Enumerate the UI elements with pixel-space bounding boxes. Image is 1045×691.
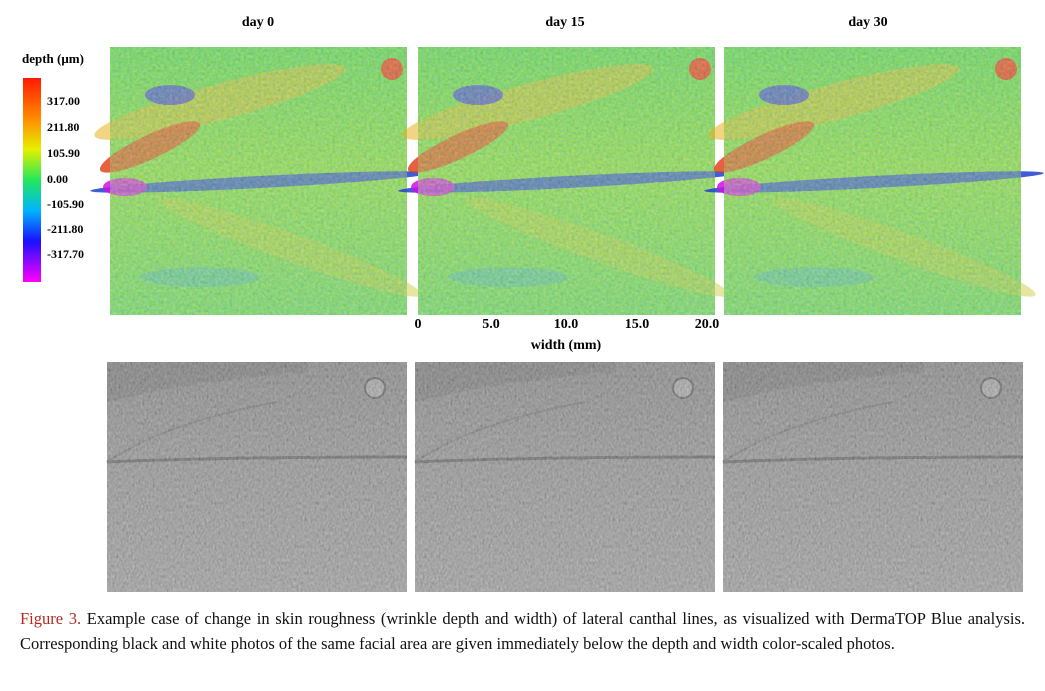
- x-axis-label: width (mm): [530, 338, 602, 353]
- depth-map-day30: [704, 47, 1044, 315]
- photo-day30: [723, 362, 1023, 592]
- caption: Figure 3. Example case of change in skin…: [20, 607, 1025, 656]
- colorbar-tick: -211.80: [47, 222, 84, 236]
- panel-title: day 0: [241, 15, 275, 30]
- x-tick-label: 5.0: [482, 317, 500, 332]
- colorbar-tick: 0.00: [47, 172, 68, 186]
- colorbar-tick: 317.00: [47, 94, 80, 108]
- colorbar-tick: -317.70: [47, 247, 84, 261]
- x-tick-label: 15.0: [624, 317, 650, 332]
- colorbar-label: depth (μm): [22, 51, 84, 66]
- panel-title: day 30: [848, 15, 888, 30]
- x-tick-label: 0: [414, 317, 422, 332]
- x-tick-label: 10.0: [553, 317, 579, 332]
- photo-day0: [107, 362, 407, 592]
- colorbar-tick: 211.80: [47, 120, 80, 134]
- depth-map-day0: [90, 47, 430, 315]
- caption-label: Figure 3.: [20, 609, 82, 628]
- x-tick-label: 20.0: [694, 317, 720, 332]
- colorbar-tick: 105.90: [47, 146, 80, 160]
- colorbar-tick: -105.90: [47, 197, 84, 211]
- figure-graphics: [23, 0, 1045, 600]
- colorbar: [23, 78, 41, 282]
- depth-map-day15: [398, 47, 738, 315]
- panel-title: day 15: [545, 15, 585, 30]
- photo-day15: [415, 362, 715, 592]
- caption-text: Example case of change in skin roughness…: [20, 609, 1026, 653]
